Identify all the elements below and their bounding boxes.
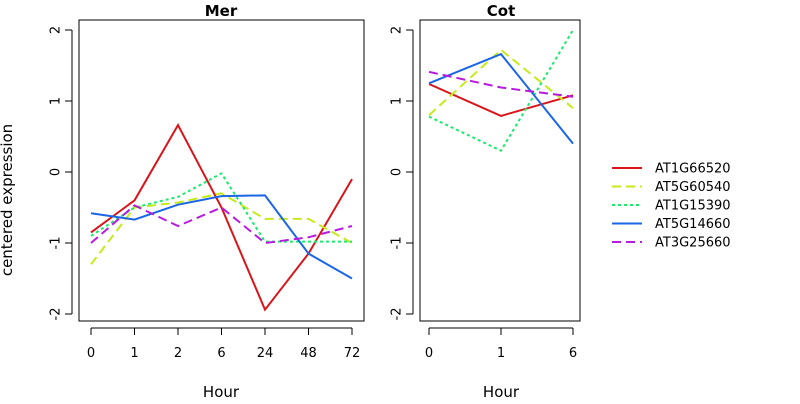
- x-axis-label-cot: Hour: [483, 383, 520, 400]
- panel-title-cot: Cot: [487, 2, 515, 20]
- series-line-at5g60540: [90, 192, 353, 265]
- series-line-at5g14660: [90, 194, 353, 280]
- x-tick-label: 48: [300, 346, 317, 361]
- y-tick-label: 1: [390, 97, 405, 105]
- series-line-at5g60540: [428, 48, 574, 116]
- y-tick-label: 2: [390, 26, 405, 34]
- x-tick-label: 6: [217, 346, 225, 361]
- x-tick-label: 1: [130, 346, 138, 361]
- x-axis-label-mer: Hour: [203, 383, 240, 400]
- x-tick-label: 1: [497, 346, 505, 361]
- legend-label: AT1G15390: [655, 199, 731, 214]
- y-tick-label: -1: [390, 237, 405, 250]
- panel-mer: Mer Hour -2 -1 0 1 2 0 1 2 6 24 48 72: [49, 2, 365, 401]
- panel-title-mer: Mer: [205, 2, 238, 20]
- legend-label: AT3G25660: [655, 236, 731, 251]
- y-tick-label: 0: [49, 168, 64, 176]
- x-tick-label: 24: [257, 346, 274, 361]
- y-tick-label: 0: [390, 168, 405, 176]
- x-tick-label: 2: [174, 346, 182, 361]
- series-line-at1g66520: [90, 123, 353, 312]
- x-tick-label: 72: [344, 346, 361, 361]
- legend-label: AT5G14660: [655, 217, 731, 232]
- legend-label: AT1G66520: [655, 162, 731, 177]
- series-line-at3g25660: [428, 70, 574, 98]
- y-tick-label: -2: [390, 308, 405, 321]
- y-tick-label: 1: [49, 97, 64, 105]
- series-line-at3g25660: [90, 204, 353, 245]
- plot-frame: [78, 19, 365, 322]
- x-tick-label: 0: [425, 346, 433, 361]
- series-line-at5g14660: [428, 52, 574, 145]
- y-axis-label: centered expression: [0, 124, 16, 276]
- series-line-at1g15390: [90, 172, 352, 243]
- x-tick-label: 6: [569, 346, 577, 361]
- y-tick-label: -1: [49, 237, 64, 250]
- plot-frame: [419, 19, 581, 322]
- legend-label: AT5G60540: [655, 180, 731, 195]
- x-tick-label: 0: [87, 346, 95, 361]
- legend: AT1G66520 AT5G60540 AT1G15390 AT5G14660 AT3G…: [612, 162, 731, 251]
- panel-cot: Cot Hour -2 -1 0 1 2 0 1 6: [390, 2, 581, 401]
- series-line-at1g66520: [428, 83, 574, 117]
- y-tick-label: 2: [49, 26, 64, 34]
- y-tick-label: -2: [49, 308, 64, 321]
- series-line-at1g15390: [428, 29, 574, 152]
